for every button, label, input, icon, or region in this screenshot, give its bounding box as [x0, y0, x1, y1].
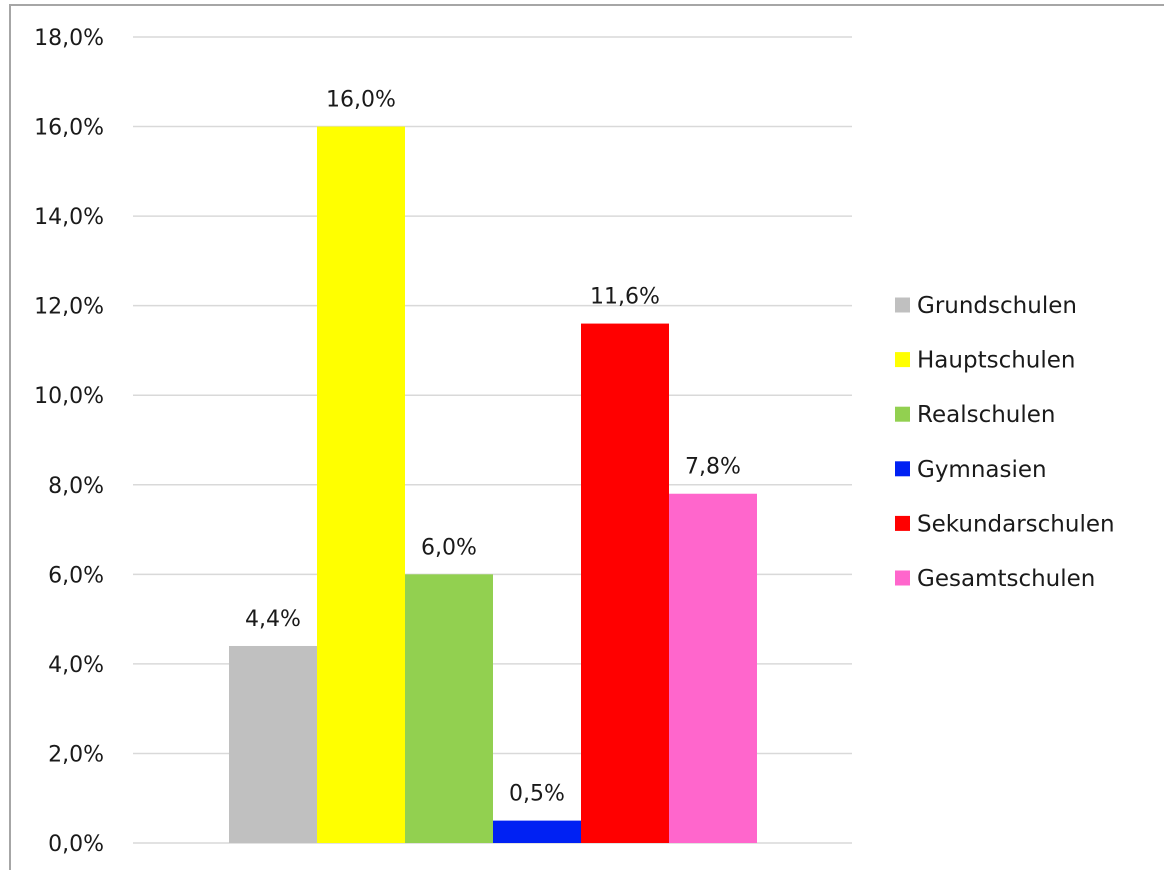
y-tick-label: 8,0% [48, 474, 104, 499]
legend-swatch [895, 406, 910, 422]
data-label: 16,0% [326, 88, 396, 113]
legend-label: Hauptschulen [917, 348, 1075, 374]
bar-gymnasien [493, 820, 581, 843]
legend-swatch [895, 352, 910, 368]
data-label: 0,5% [509, 782, 565, 807]
y-tick-label: 0,0% [48, 832, 104, 857]
data-label: 6,0% [421, 535, 477, 560]
y-tick-label: 16,0% [34, 116, 104, 141]
legend-swatch [895, 570, 910, 586]
y-tick-label: 2,0% [48, 742, 104, 767]
bar-sekundarschulen [581, 323, 669, 844]
y-tick-label: 10,0% [34, 384, 104, 409]
y-tick-label: 6,0% [48, 563, 104, 588]
data-labels: 4,4% 16,0% 6,0% 0,5% 11,6% 7,8% [245, 88, 741, 807]
legend-label: Gesamtschulen [917, 566, 1095, 592]
legend-swatch [895, 515, 910, 531]
y-tick-label: 4,0% [48, 653, 104, 678]
data-label: 4,4% [245, 607, 301, 632]
legend-label: Realschulen [917, 402, 1055, 428]
data-label: 11,6% [590, 285, 660, 310]
legend-swatch [895, 461, 910, 477]
legend: Grundschulen Hauptschulen Realschulen Gymna… [895, 293, 1115, 592]
legend-label: Gymnasien [917, 457, 1047, 483]
y-axis-ticks: 0,0% 2,0% 4,0% 6,0% 8,0% 10,0% 12,0% 14,0% 16,0%… [34, 26, 104, 857]
y-tick-label: 14,0% [34, 205, 104, 230]
bars [229, 126, 757, 844]
data-label: 7,8% [685, 455, 741, 480]
bar-gesamtschulen [669, 493, 757, 843]
y-tick-label: 12,0% [34, 295, 104, 320]
y-tick-label: 18,0% [34, 26, 104, 51]
bar-realschulen [405, 574, 493, 843]
bar-grundschulen [229, 645, 317, 843]
bar-hauptschulen [317, 126, 405, 844]
legend-swatch [895, 297, 910, 313]
legend-label: Sekundarschulen [917, 511, 1115, 537]
legend-label: Grundschulen [917, 293, 1077, 319]
